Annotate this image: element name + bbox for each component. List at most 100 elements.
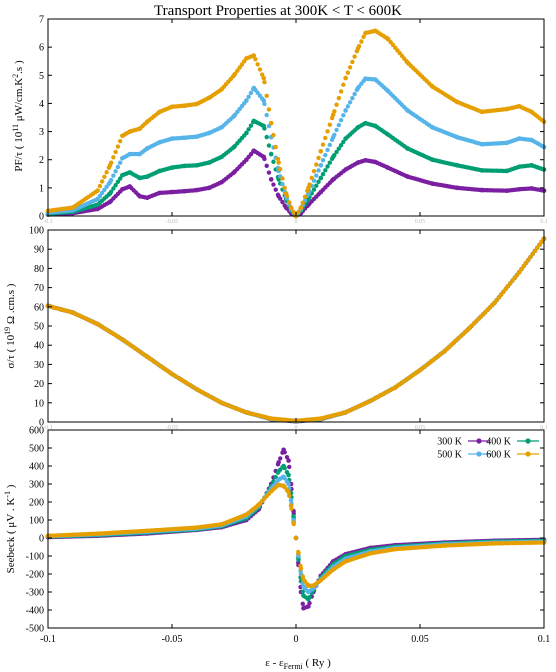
pf-data-point: [479, 141, 485, 147]
seebeck-data-point: [442, 543, 448, 548]
seebeck-y-tick-label: 200: [29, 498, 44, 509]
pf-data-point: [529, 109, 534, 115]
seebeck-data-layer: [45, 447, 547, 611]
pf-data-point: [219, 125, 224, 130]
sigma-data-point: [442, 348, 448, 354]
seebeck-x-tick-label: 0: [294, 634, 299, 645]
pf-data-point: [231, 113, 237, 119]
seebeck-data-point: [296, 551, 301, 556]
pf-point: [104, 184, 109, 190]
pf-data-point: [343, 108, 348, 113]
pf-point: [336, 95, 342, 101]
sigma-y-tick-label: 50: [34, 322, 44, 333]
pf-point: [273, 187, 278, 192]
pf-point: [302, 194, 308, 200]
sigma-data-layer: [45, 236, 547, 424]
sigma-data-point: [120, 337, 125, 342]
panel-seebeck: -500-400-300-200-1000100200300400500600-…: [3, 426, 550, 646]
sigma-x-tick-label: 0: [295, 425, 298, 431]
sigma-y-tick-label: 40: [34, 341, 44, 352]
sigma-y-tick-label: 100: [29, 226, 44, 237]
sigma-y-tick-label: 70: [34, 283, 44, 294]
pf-data-point: [127, 151, 133, 157]
pf-point: [235, 68, 240, 73]
pf-point: [325, 147, 330, 153]
seebeck-y-tick-label: 400: [29, 462, 44, 473]
pf-point: [334, 102, 339, 107]
seebeck-data-point: [301, 593, 306, 598]
pf-data-point: [107, 179, 113, 185]
sigma-data-point: [95, 321, 100, 327]
pf-data-point: [298, 205, 304, 210]
pf-data-point: [137, 194, 143, 199]
seebeck-data-point: [244, 512, 249, 517]
pf-data-point: [219, 87, 224, 92]
seebeck-data-point: [276, 477, 281, 482]
sigma-point: [526, 257, 531, 263]
sigma-point: [521, 263, 526, 269]
pf-data-point: [343, 136, 348, 141]
sigma-frame: [47, 229, 545, 423]
sigma-data-point: [392, 385, 398, 390]
seebeck-x-tick-label: -0.1: [40, 634, 56, 645]
pf-series-300k: [45, 148, 547, 219]
pf-data-point: [430, 125, 435, 130]
pf-data-point: [157, 109, 162, 115]
pf-data-point: [231, 170, 237, 175]
pf-data-point: [261, 154, 267, 160]
seebeck-point: [287, 493, 292, 498]
seebeck-data-point: [311, 583, 316, 588]
pf-y-tick-label: 6: [39, 43, 44, 54]
pf-point: [314, 162, 319, 167]
pf-data-point: [120, 156, 125, 161]
pf-data-point: [355, 85, 361, 91]
pf-data-point: [127, 184, 133, 189]
pf-data-point: [454, 185, 460, 191]
pf-point: [316, 168, 321, 173]
pf-data-point: [219, 154, 224, 160]
pf-point: [264, 93, 269, 99]
pf-data-point: [120, 172, 125, 178]
pf-point: [104, 170, 109, 175]
pf-point: [246, 94, 251, 99]
pf-data-point: [268, 120, 274, 126]
pf-data-point: [504, 106, 510, 112]
pf-series-500k: [45, 76, 547, 219]
pf-point: [359, 39, 364, 44]
pf-data-point: [219, 179, 224, 185]
pf-point: [113, 169, 118, 174]
pf-point: [323, 152, 328, 158]
pf-data-point: [120, 133, 125, 139]
legend-marker-400k: [525, 438, 531, 444]
pf-point: [336, 146, 342, 151]
pf-data-point: [306, 185, 311, 191]
pf-data-point: [137, 151, 143, 157]
pf-data-point: [251, 53, 257, 58]
pf-data-point: [330, 134, 336, 140]
pf-data-point: [182, 188, 187, 194]
sigma-data-point: [70, 310, 76, 315]
pf-point: [352, 91, 357, 97]
x-axis-label: ε - εFermi ( Ry ): [265, 657, 331, 671]
pf-data-point: [182, 163, 187, 169]
pf-x-tick-label: 0.05: [415, 219, 426, 225]
pf-data-point: [454, 134, 460, 140]
pf-axes: 0 1 2 3 4 5 6 7 -0.1 -0.05 0 0.05 0.1: [39, 15, 548, 226]
seebeck-data-point: [286, 489, 291, 495]
seebeck-data-point: [368, 551, 373, 556]
seebeck-data-point: [343, 559, 348, 564]
pf-data-point: [169, 104, 175, 110]
seebeck-data-point: [286, 472, 291, 478]
seebeck-y-tick-label: -400: [26, 606, 44, 617]
pf-point: [341, 139, 346, 145]
pf-point: [280, 199, 285, 205]
sigma-y-tick-label: 60: [34, 302, 44, 313]
pf-data-point: [405, 60, 410, 65]
pf-point: [115, 164, 121, 170]
pf-data-point: [373, 77, 378, 82]
seebeck-y-tick-label: 300: [29, 480, 44, 491]
pf-data-point: [231, 72, 237, 78]
pf-data-point: [318, 148, 324, 154]
pf-data-point: [95, 196, 100, 202]
pf-series-400k: [45, 118, 547, 219]
